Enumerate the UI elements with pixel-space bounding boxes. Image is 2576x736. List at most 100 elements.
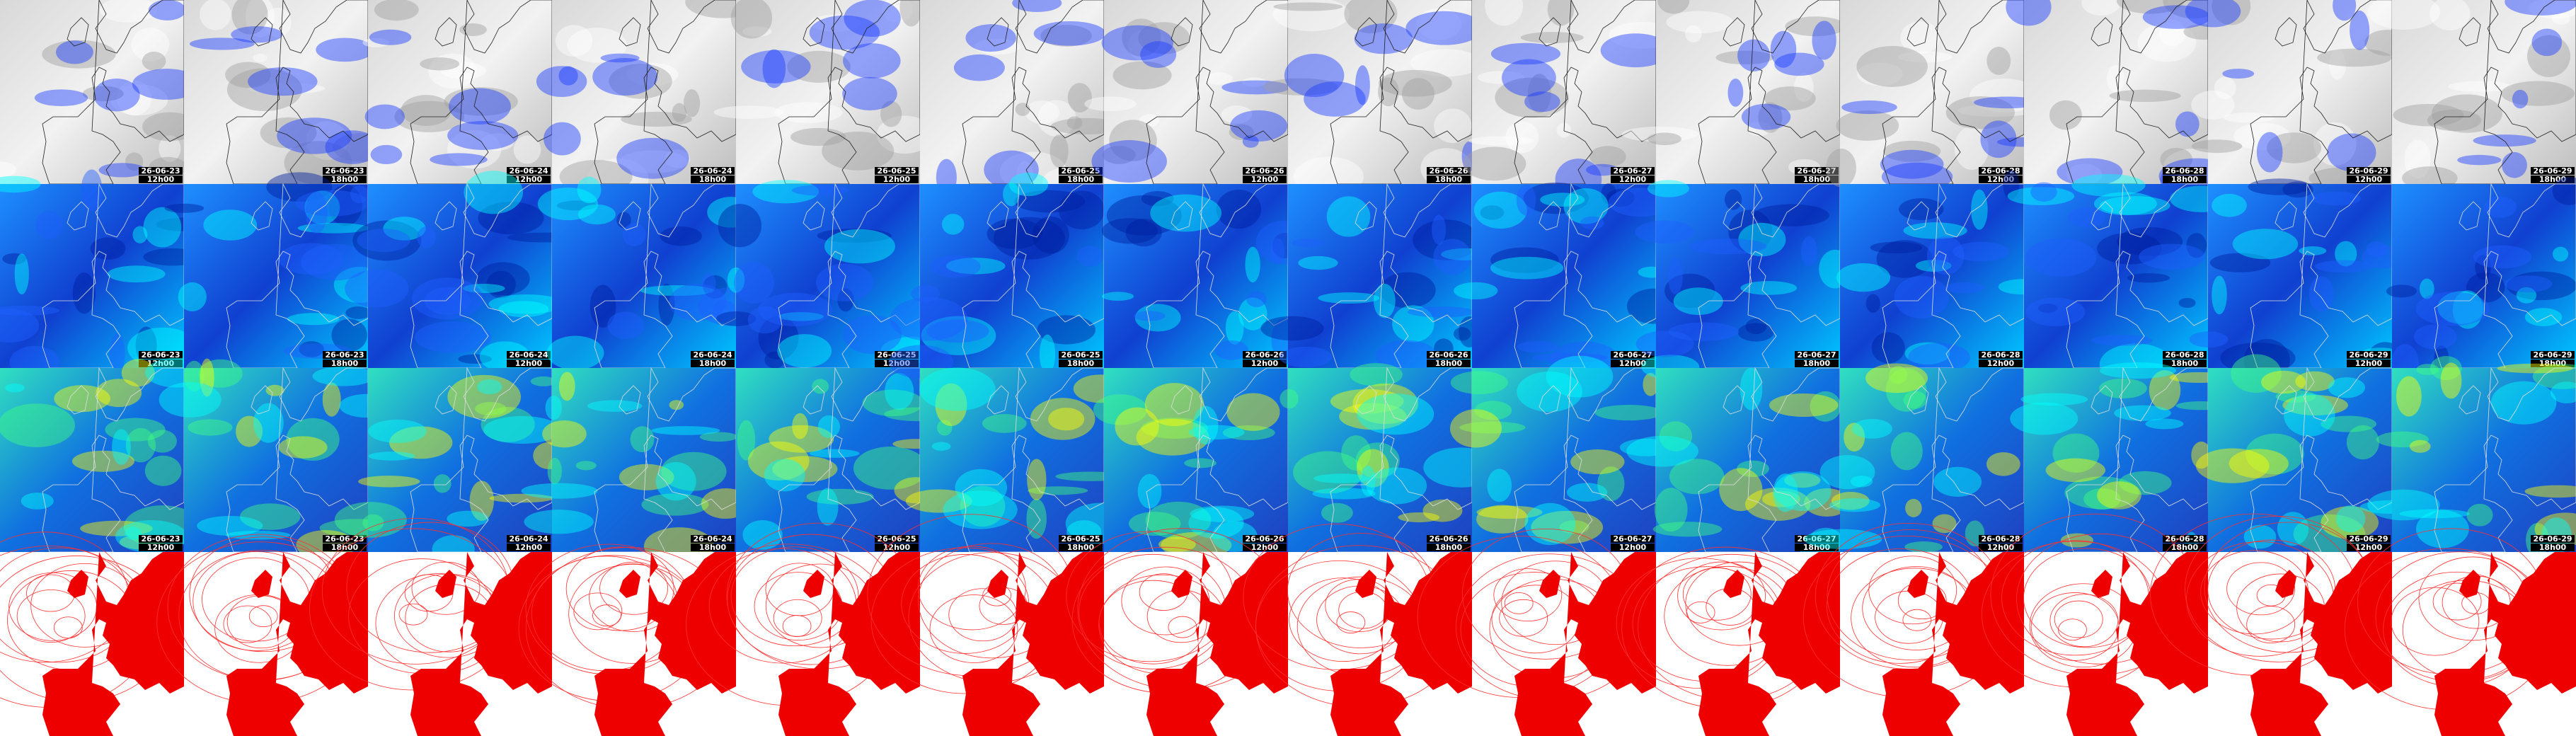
weather-field [1422, 499, 1463, 522]
weather-field [1933, 466, 1982, 497]
weather-field [116, 80, 152, 116]
weather-field [1027, 459, 1047, 500]
panel-date: 26-06-28 [1981, 534, 2020, 544]
weather-field [1933, 254, 1949, 265]
weather-field [1030, 398, 1096, 440]
map-background [1472, 368, 1656, 552]
weather-field [1517, 341, 1558, 353]
map-background [2208, 184, 2392, 368]
weather-field [2049, 100, 2082, 130]
weather-field [2295, 371, 2335, 391]
map-background [1472, 184, 1656, 368]
map-background [920, 368, 1104, 552]
weather-field [555, 25, 593, 57]
panel-date: 26-06-26 [1429, 350, 1468, 360]
weather-field [1141, 418, 1208, 439]
weather-field [2231, 354, 2282, 393]
panel-time: 12h00 [1251, 175, 1279, 184]
weather-field [2233, 122, 2292, 151]
map-background [2024, 0, 2208, 184]
label-box [323, 176, 367, 183]
map-panel [1802, 523, 2024, 736]
weather-field [1357, 393, 1434, 435]
weather-field [1144, 383, 1204, 427]
label-box [1979, 544, 2023, 551]
panel-date: 26-06-26 [1245, 166, 1284, 176]
weather-field [411, 277, 483, 320]
weather-field [1102, 292, 1134, 301]
weather-field [1490, 247, 1559, 273]
weather-field [300, 243, 370, 281]
panel-date: 26-06-29 [2349, 350, 2388, 360]
weather-field [1865, 363, 1928, 393]
label-box [1611, 176, 1655, 183]
weather-field [626, 62, 679, 86]
weather-field [641, 493, 709, 516]
weather-field [2, 253, 27, 265]
label-box [1243, 360, 1287, 367]
weather-field [231, 25, 283, 43]
weather-field [1344, 0, 1398, 34]
weather-field [389, 426, 453, 459]
isobar [2432, 582, 2482, 621]
weather-field [2350, 10, 2370, 50]
panel-time: 18h00 [1803, 175, 1831, 184]
panel-date: 26-06-29 [2533, 534, 2572, 544]
weather-field [334, 502, 407, 538]
weather-field [1298, 255, 1338, 270]
weather-field [2142, 5, 2211, 29]
weather-field [1039, 334, 1056, 374]
weather-field [1025, 100, 1059, 124]
weather-field [2413, 324, 2457, 350]
map-background [1288, 0, 1472, 184]
weather-field [178, 282, 207, 311]
weather-field [420, 57, 460, 71]
weather-field [1026, 498, 1047, 539]
weather-field [2099, 378, 2147, 399]
weather-field [2284, 393, 2335, 437]
panel-time: 18h00 [331, 175, 359, 184]
weather-field [112, 429, 131, 465]
weather-field [2116, 0, 2185, 14]
weather-field [2409, 439, 2431, 453]
label-box [1611, 544, 1655, 551]
weather-field [305, 191, 328, 234]
weather-field [131, 28, 170, 62]
weather-field [2060, 533, 2093, 548]
panel-date: 26-06-29 [2533, 350, 2572, 360]
land [1882, 552, 2024, 736]
weather-field [2071, 173, 2146, 197]
label-box [2347, 544, 2391, 551]
weather-field [2430, 356, 2462, 381]
weather-field [1292, 238, 1325, 248]
map-panel [1981, 513, 2208, 736]
isobar [398, 603, 428, 626]
panel-time: 12h00 [2355, 359, 2383, 368]
panel-date: 26-06-23 [141, 350, 180, 360]
weather-field [200, 358, 214, 397]
weather-field [822, 132, 895, 171]
label-box [1243, 535, 1287, 543]
label-box [1059, 167, 1103, 175]
panel-date: 26-06-27 [1797, 350, 1836, 360]
label-box [1243, 167, 1287, 175]
label-box [875, 176, 919, 183]
label-box [1979, 167, 2023, 175]
weather-field [1669, 459, 1725, 495]
weather-field [1810, 391, 1841, 422]
panel-date: 26-06-28 [2165, 350, 2204, 360]
weather-field [1221, 80, 1291, 95]
panel-date: 26-06-25 [877, 166, 916, 176]
weather-field [658, 283, 675, 326]
weather-field [1136, 418, 1209, 456]
weather-field [1106, 195, 1182, 236]
map-panel [1616, 546, 1840, 736]
weather-field [616, 137, 689, 179]
land [2434, 552, 2576, 736]
weather-field [1836, 110, 1899, 141]
